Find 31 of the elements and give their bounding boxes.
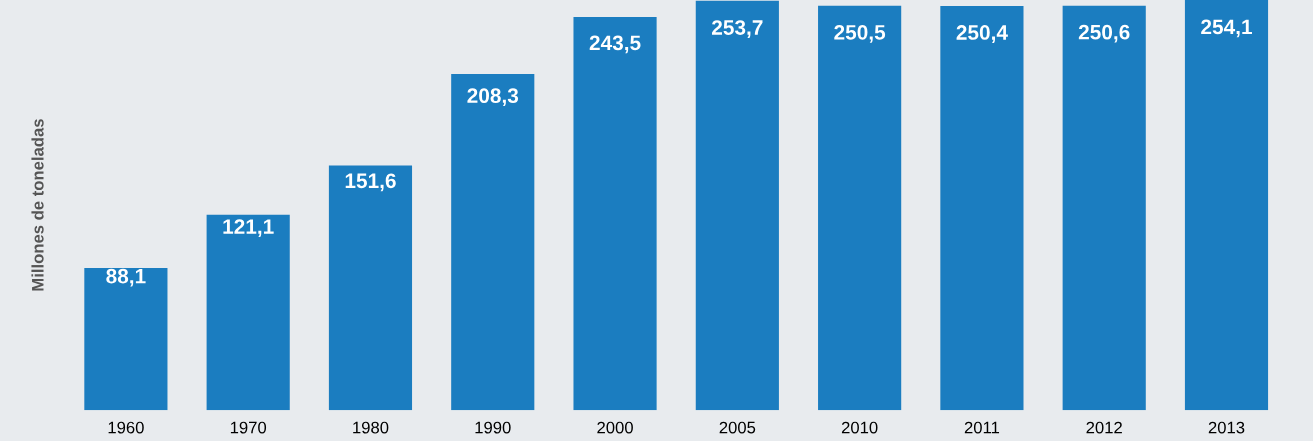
x-tick-label: 1970 — [230, 421, 267, 434]
bar — [84, 267, 168, 411]
bar — [206, 214, 290, 411]
bar — [1062, 5, 1146, 411]
data-label: 243,5 — [589, 35, 641, 54]
x-tick-label: 2013 — [1208, 421, 1245, 434]
bar — [695, 0, 779, 411]
data-label: 88,1 — [106, 268, 146, 287]
bar — [818, 5, 902, 411]
x-tick-label: 1960 — [108, 421, 144, 434]
data-label: 254,1 — [1201, 19, 1252, 38]
y-axis-title: Millones de toneladas — [31, 119, 44, 291]
x-tick-label: 2000 — [597, 421, 633, 434]
bar — [1184, 0, 1269, 411]
bar — [573, 17, 657, 411]
x-tick-label: 1990 — [475, 421, 511, 434]
x-tick-label: 1980 — [353, 421, 389, 434]
bar — [451, 73, 535, 411]
data-label: 253,7 — [712, 20, 763, 38]
data-label: 151,6 — [345, 173, 396, 192]
data-label: 208,3 — [467, 88, 519, 107]
x-tick-label: 2010 — [841, 421, 878, 434]
x-tick-label: 2012 — [1086, 421, 1122, 434]
x-tick-label: 2011 — [964, 421, 1000, 434]
data-label: 121,1 — [223, 219, 274, 237]
data-label: 250,6 — [1078, 24, 1130, 43]
data-label: 250,5 — [834, 24, 886, 43]
data-label: 250,4 — [956, 25, 1008, 43]
bar — [940, 5, 1024, 411]
bar — [328, 165, 413, 411]
x-tick-label: 2005 — [719, 421, 756, 434]
